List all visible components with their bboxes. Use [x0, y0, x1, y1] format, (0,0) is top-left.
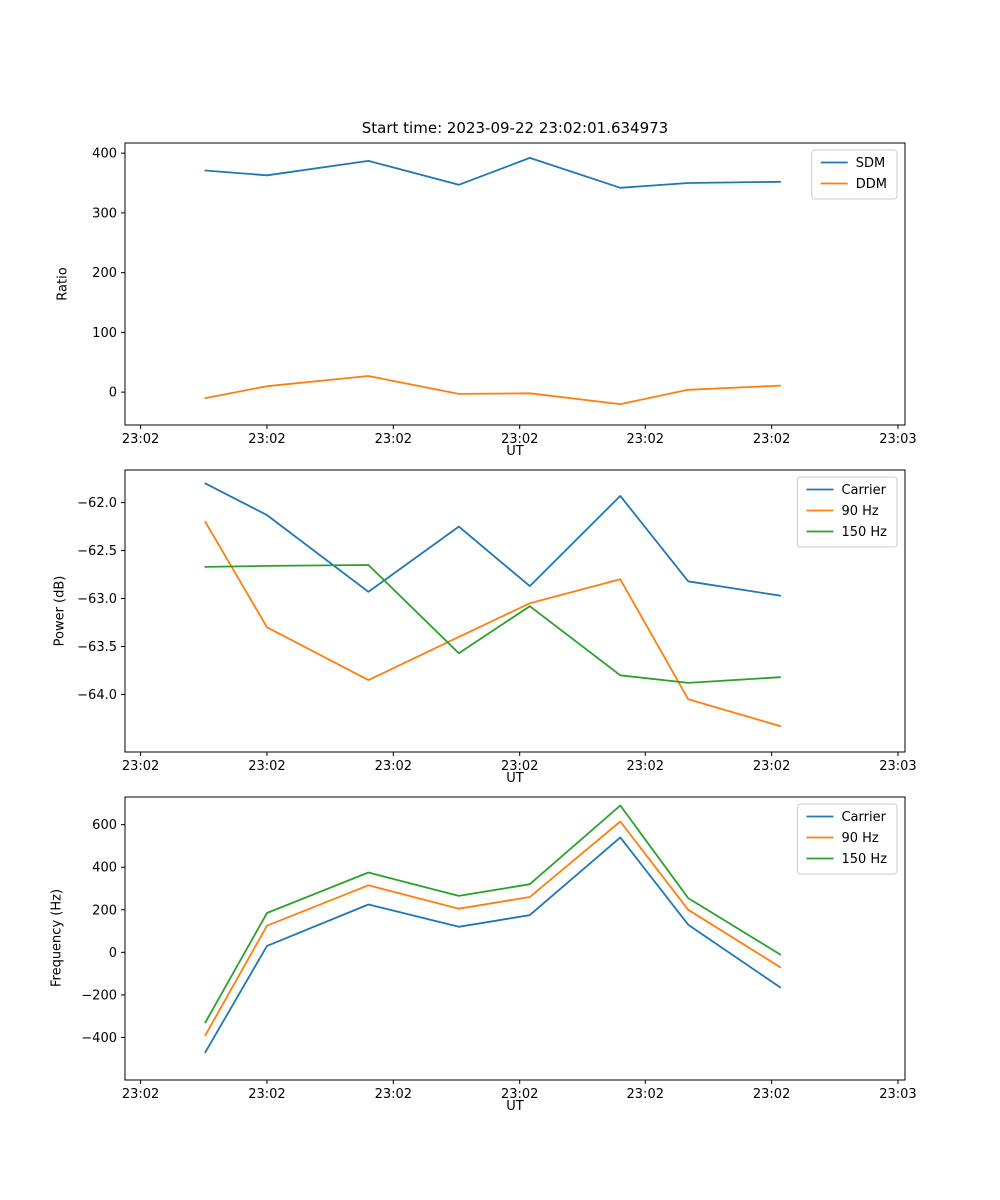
y-tick-label: −63.5 — [77, 640, 117, 655]
legend-box — [796, 476, 898, 548]
x-tick-label: 23:03 — [879, 759, 916, 774]
y-tick-label: 0 — [109, 386, 117, 401]
y-tick-label: 600 — [92, 818, 117, 833]
x-tick-label: 23:02 — [248, 1087, 285, 1102]
legend-label: SDM — [856, 156, 885, 171]
y-tick-label: −62.5 — [77, 544, 117, 559]
x-tick-label: 23:02 — [375, 432, 412, 447]
x-tick-label: 23:02 — [627, 1087, 664, 1102]
y-tick-label: 200 — [92, 903, 117, 918]
legend-label: DDM — [856, 177, 887, 192]
legend-label: 150 Hz — [841, 525, 887, 540]
series-line-carrier — [204, 482, 782, 597]
x-tick-label: 23:02 — [753, 1087, 790, 1102]
y-tick-label: 300 — [92, 206, 117, 221]
y-tick-label: 400 — [92, 861, 117, 876]
chart-1: 23:02 23:02 23:02 23:02 23:02 23:02 23:03 −62.0… — [77, 469, 917, 774]
legend-label: 90 Hz — [841, 831, 878, 846]
chart-2: 23:02 23:02 23:02 23:02 23:02 23:02 23:03 −400 −… — [81, 796, 917, 1102]
y-tick-label: −200 — [81, 988, 117, 1003]
y-tick-label: 200 — [92, 266, 117, 281]
figure-title: Start time: 2023-09-22 23:02:01.634973 — [361, 119, 669, 137]
series-line-90-hz — [204, 520, 782, 727]
y-tick-label: 100 — [92, 326, 117, 341]
y-tick-label: −400 — [81, 1031, 117, 1046]
x-tick-label: 23:03 — [879, 432, 916, 447]
x-tick-label: 23:02 — [501, 432, 538, 447]
legend-box — [796, 803, 898, 875]
y-tick-label: −64.0 — [77, 688, 117, 703]
legend-label: Carrier — [841, 483, 886, 498]
axes-frame — [124, 796, 906, 1081]
x-tick-label: 23:02 — [122, 1087, 159, 1102]
x-tick-label: 23:02 — [248, 432, 285, 447]
chart-0: 23:02 23:02 23:02 23:02 23:02 23:02 23:03 0 100 2… — [92, 142, 917, 447]
series-line-ddm — [204, 375, 782, 406]
axes-frame — [124, 142, 906, 426]
x-tick-label: 23:02 — [248, 759, 285, 774]
series-line-carrier — [204, 836, 782, 1054]
y-tick-label: 400 — [92, 147, 117, 162]
x-tick-label: 23:02 — [501, 759, 538, 774]
ut-axis-label-middle: UT — [506, 771, 524, 786]
series-line-90-hz — [204, 820, 782, 1037]
x-tick-label: 23:02 — [753, 759, 790, 774]
x-tick-label: 23:02 — [122, 759, 159, 774]
x-tick-label: 23:03 — [879, 1087, 916, 1102]
x-tick-label: 23:02 — [627, 432, 664, 447]
ut-axis-label-top: UT — [506, 444, 524, 459]
legend-label: 150 Hz — [841, 852, 887, 867]
x-tick-label: 23:02 — [375, 1087, 412, 1102]
ut-axis-label-bottom: UT — [506, 1099, 524, 1114]
y-tick-label: −63.0 — [77, 592, 117, 607]
x-tick-label: 23:02 — [375, 759, 412, 774]
series-line-150-hz — [204, 804, 782, 1024]
axes-frame — [124, 469, 906, 753]
x-tick-label: 23:02 — [501, 1087, 538, 1102]
y-tick-label: 0 — [109, 946, 117, 961]
y-tick-label: −62.0 — [77, 496, 117, 511]
series-line-150-hz — [204, 564, 782, 684]
x-tick-label: 23:02 — [627, 759, 664, 774]
series-line-sdm — [204, 156, 782, 189]
legend-label: 90 Hz — [841, 504, 878, 519]
legend-label: Carrier — [841, 810, 886, 825]
x-tick-label: 23:02 — [753, 432, 790, 447]
x-tick-label: 23:02 — [122, 432, 159, 447]
